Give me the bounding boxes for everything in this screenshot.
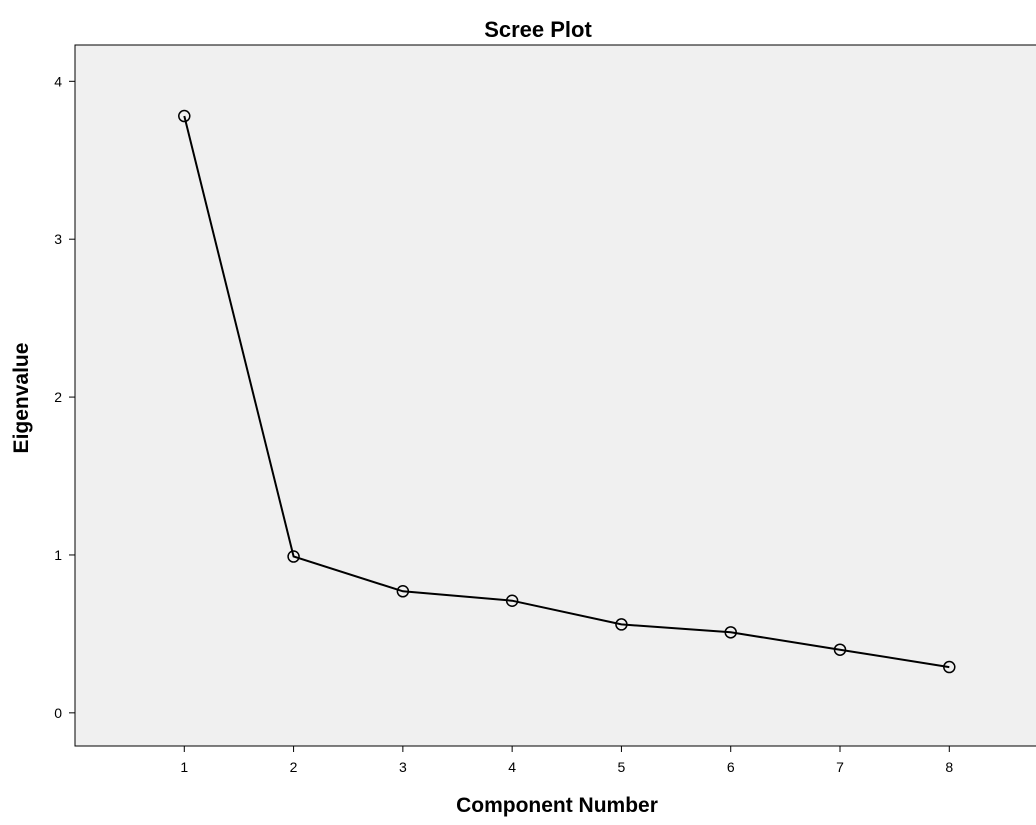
data-point — [833, 643, 847, 656]
data-point — [287, 550, 300, 563]
y-axis-ticks: 0 1 2 3 4 — [54, 73, 75, 721]
x-tick-label: 2 — [290, 759, 298, 775]
x-axis-ticks: 1 2 3 4 5 6 7 8 — [180, 746, 953, 775]
plot-area — [74, 44, 1036, 747]
eigenvalue-series — [178, 109, 956, 674]
data-point — [724, 626, 737, 639]
x-tick-label: 8 — [945, 759, 953, 775]
data-point — [178, 109, 191, 123]
x-tick-label: 6 — [727, 759, 735, 775]
x-axis-label: Component Number — [456, 794, 658, 817]
x-tick-label: 4 — [508, 759, 516, 775]
y-tick-label: 0 — [54, 705, 62, 721]
data-point — [396, 585, 410, 598]
chart-title: Scree Plot — [484, 17, 592, 42]
y-axis-label: Eigenvalue — [10, 343, 33, 454]
x-tick-label: 7 — [836, 759, 844, 775]
x-tick-label: 1 — [180, 759, 188, 775]
y-tick-label: 3 — [54, 231, 62, 247]
x-tick-label: 3 — [399, 759, 407, 775]
y-tick-label: 2 — [54, 389, 62, 405]
y-tick-label: 1 — [54, 547, 62, 563]
data-point — [615, 618, 628, 631]
y-tick-label: 4 — [54, 73, 62, 89]
data-point — [505, 594, 519, 607]
data-point — [943, 660, 956, 674]
series-line — [183, 115, 950, 669]
x-tick-label: 5 — [618, 759, 626, 775]
